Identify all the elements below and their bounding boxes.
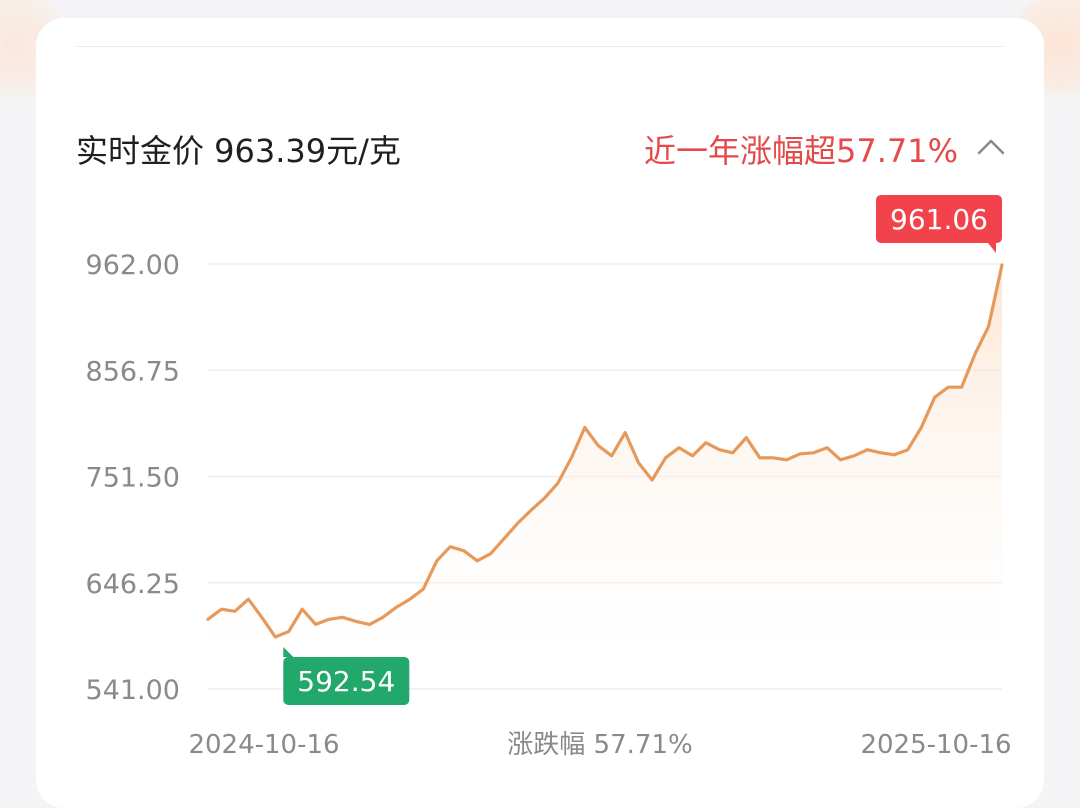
- y-tick-label: 751.50: [86, 463, 180, 494]
- y-tick-label: 856.75: [86, 356, 180, 387]
- price-area: [208, 264, 1002, 689]
- max-price-badge-pointer: [988, 242, 996, 253]
- chevron-up-icon[interactable]: [976, 136, 1006, 156]
- yearly-change-label: 近一年涨幅超57.71%: [643, 132, 958, 170]
- min-price-badge: 592.54: [283, 646, 410, 705]
- max-price-badge-background: [876, 194, 1002, 243]
- price-line: [206, 263, 1004, 639]
- min-price-badge-pointer: [283, 646, 294, 657]
- y-tick-label: 646.25: [86, 569, 180, 600]
- top-divider: [76, 46, 1004, 47]
- change-percent-label: 涨跌幅 57.71%: [507, 730, 692, 760]
- max-price-badge-text: 961.06: [890, 203, 988, 236]
- min-price-badge-text: 592.54: [297, 665, 395, 698]
- y-tick-label: 541.00: [86, 675, 180, 706]
- x-start-label: 2024-10-16: [188, 730, 339, 760]
- y-tick-label: 962.00: [86, 250, 180, 281]
- min-price-badge-background: [283, 656, 410, 705]
- x-end-label: 2025-10-16: [860, 730, 1011, 760]
- max-price-badge: 961.06: [876, 194, 1002, 253]
- realtime-gold-price: 实时金价 963.39元/克: [76, 132, 401, 170]
